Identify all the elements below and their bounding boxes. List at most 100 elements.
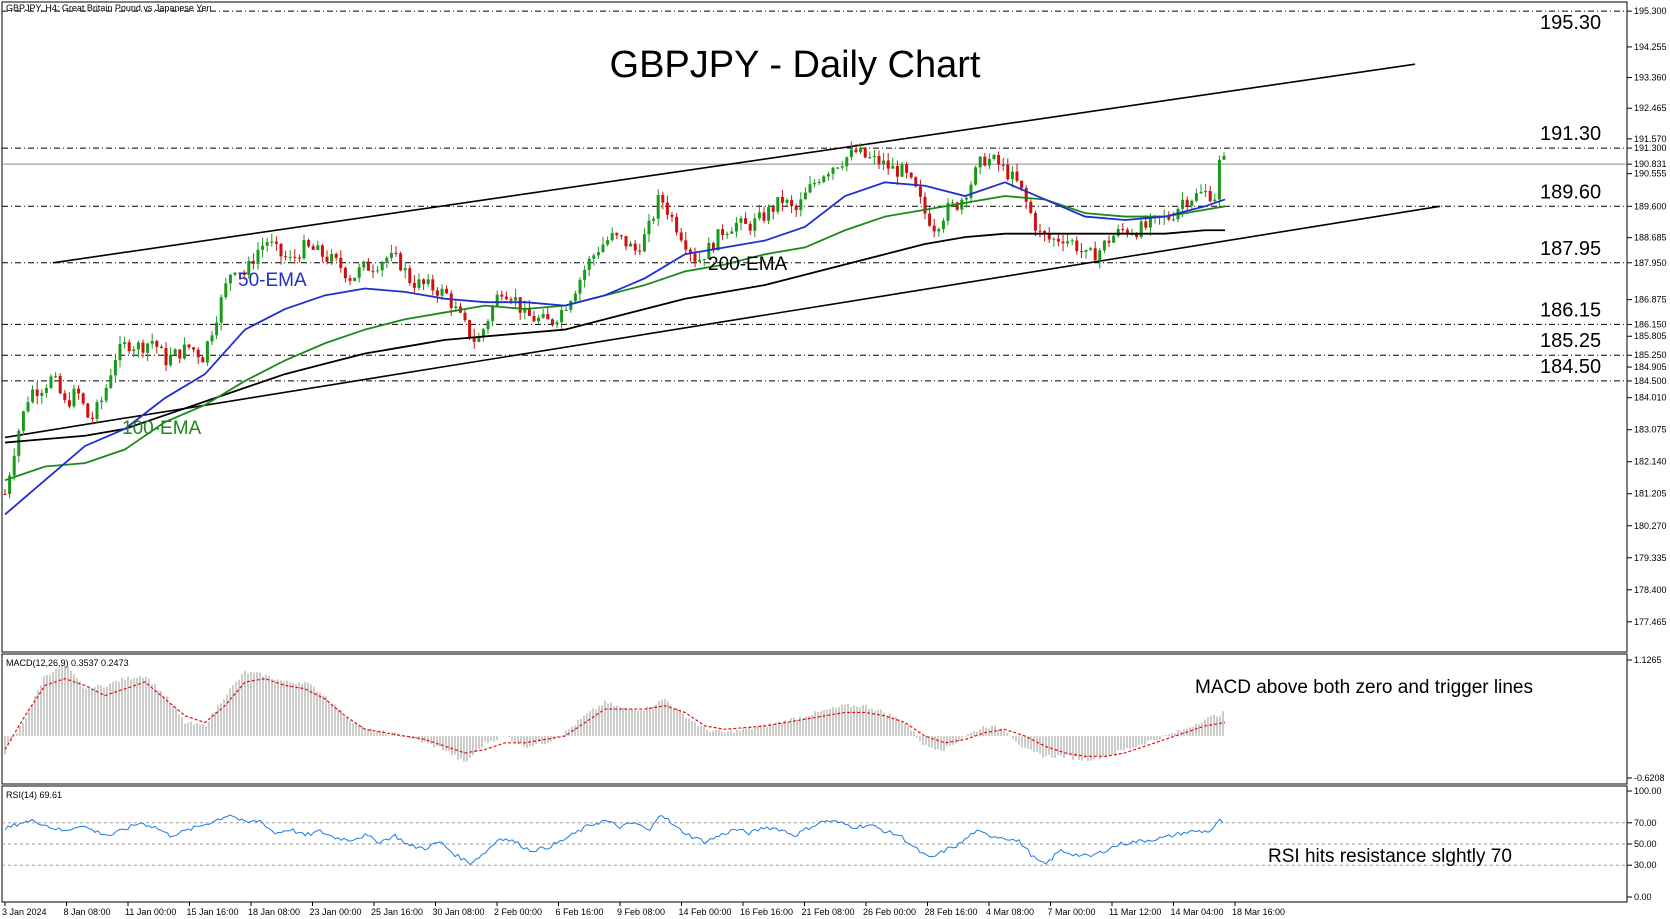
level-label: 186.15 (1540, 299, 1601, 321)
candle-body (1199, 192, 1203, 194)
candle-body (155, 340, 159, 347)
level-label: 195.30 (1540, 12, 1601, 34)
candle-body (1194, 193, 1198, 201)
candle-body (113, 360, 117, 376)
candle-body (642, 234, 646, 252)
candle-body (974, 167, 978, 185)
candle-body (118, 344, 122, 361)
candle-body (72, 388, 76, 407)
candle-body (909, 172, 913, 178)
candle-body (31, 389, 35, 403)
macd-tick-label: -0.6208 (1634, 773, 1665, 783)
candle-body (780, 196, 784, 203)
candle-body (169, 354, 173, 366)
candle-body (500, 294, 504, 297)
candle-body (1024, 188, 1028, 202)
candle-body (77, 388, 81, 394)
candle-body (509, 299, 513, 301)
rsi-label: RSI(14) 69.61 (6, 790, 62, 800)
candle-body (481, 329, 485, 338)
price-tick-label: 185.805 (1634, 331, 1667, 341)
candle-body (182, 344, 186, 359)
candle-body (670, 214, 674, 217)
candle-body (794, 206, 798, 211)
candle-body (886, 160, 890, 169)
candle-body (196, 349, 200, 358)
candle-body (767, 207, 771, 221)
candle-body (960, 199, 964, 210)
candle-body (127, 342, 131, 352)
candle-body (123, 342, 127, 345)
candle-body (560, 309, 564, 323)
candle-body (941, 220, 945, 230)
candle-body (569, 301, 573, 310)
x-tick-label: 25 Jan 16:00 (371, 907, 423, 917)
candle-body (928, 213, 932, 226)
candle-body (302, 240, 306, 259)
candle-body (721, 229, 725, 236)
candle-body (757, 212, 761, 219)
price-tick-label: 178.400 (1634, 585, 1667, 595)
candle-body (463, 312, 467, 321)
x-tick-label: 4 Mar 08:00 (986, 907, 1034, 917)
candle-body (748, 223, 752, 231)
x-tick-label: 14 Mar 04:00 (1171, 907, 1224, 917)
candle-body (58, 375, 62, 394)
ema50-label: 50-EMA (238, 270, 307, 291)
candle-body (334, 254, 338, 258)
candle-body (1047, 233, 1051, 240)
candle-body (688, 249, 692, 254)
candle-body (449, 293, 453, 309)
level-label: 184.50 (1540, 356, 1601, 378)
price-tick-label: 185.250 (1634, 350, 1667, 360)
candle-body (399, 253, 403, 271)
candle-body (725, 233, 729, 236)
candle-body (238, 272, 242, 274)
candle-body (12, 455, 16, 476)
candle-body (247, 260, 251, 276)
level-label: 189.60 (1540, 181, 1601, 203)
x-axis: 3 Jan 2024 8 Jan 08:00 11 Jan 00:00 15 Jan … (2, 902, 1285, 917)
candle-body (518, 297, 522, 313)
candle-body (431, 279, 435, 291)
candle-body (808, 184, 812, 193)
price-tick-label: 186.875 (1634, 295, 1667, 305)
candle-body (394, 252, 398, 254)
candle-body (592, 255, 596, 259)
ema50-line (4, 181, 1226, 516)
candle-body (776, 196, 780, 212)
candle-body (233, 272, 237, 275)
candle-body (1033, 212, 1037, 231)
candle-body (307, 240, 311, 247)
candle-body (891, 165, 895, 169)
candle-body (95, 402, 99, 419)
x-tick-label: 3 Jan 2024 (2, 907, 47, 917)
candle-body (675, 216, 679, 233)
level-label: 191.30 (1540, 123, 1601, 145)
ema200-label: 200-EMA (708, 254, 788, 275)
price-tick-label: 181.205 (1634, 489, 1667, 499)
candle-body (201, 357, 205, 363)
rsi-panel: 100.00 70.00 50.00 30.00 0.00 (2, 786, 1662, 902)
candle-body (615, 233, 619, 236)
candle-body (371, 270, 375, 272)
candle-body (293, 256, 297, 258)
candle-body (49, 376, 53, 388)
candle-body (224, 283, 228, 298)
candle-body (1167, 215, 1171, 220)
candle-body (1084, 249, 1088, 252)
rsi-tick-label: 30.00 (1634, 860, 1657, 870)
candle-body (472, 337, 476, 342)
macd-panel: 1.1265 -0.6208 (4, 655, 1665, 783)
candle-body (955, 202, 959, 210)
candle-body (790, 200, 794, 207)
candles (3, 141, 1226, 499)
candle-body (228, 274, 232, 284)
candle-body (288, 256, 292, 258)
candle-body (1029, 201, 1033, 213)
candle-body (1043, 231, 1047, 234)
price-tick-label: 187.950 (1634, 258, 1667, 268)
candle-body (63, 393, 67, 401)
candle-body (1098, 250, 1102, 261)
macd-note: MACD above both zero and trigger lines (1195, 677, 1533, 698)
